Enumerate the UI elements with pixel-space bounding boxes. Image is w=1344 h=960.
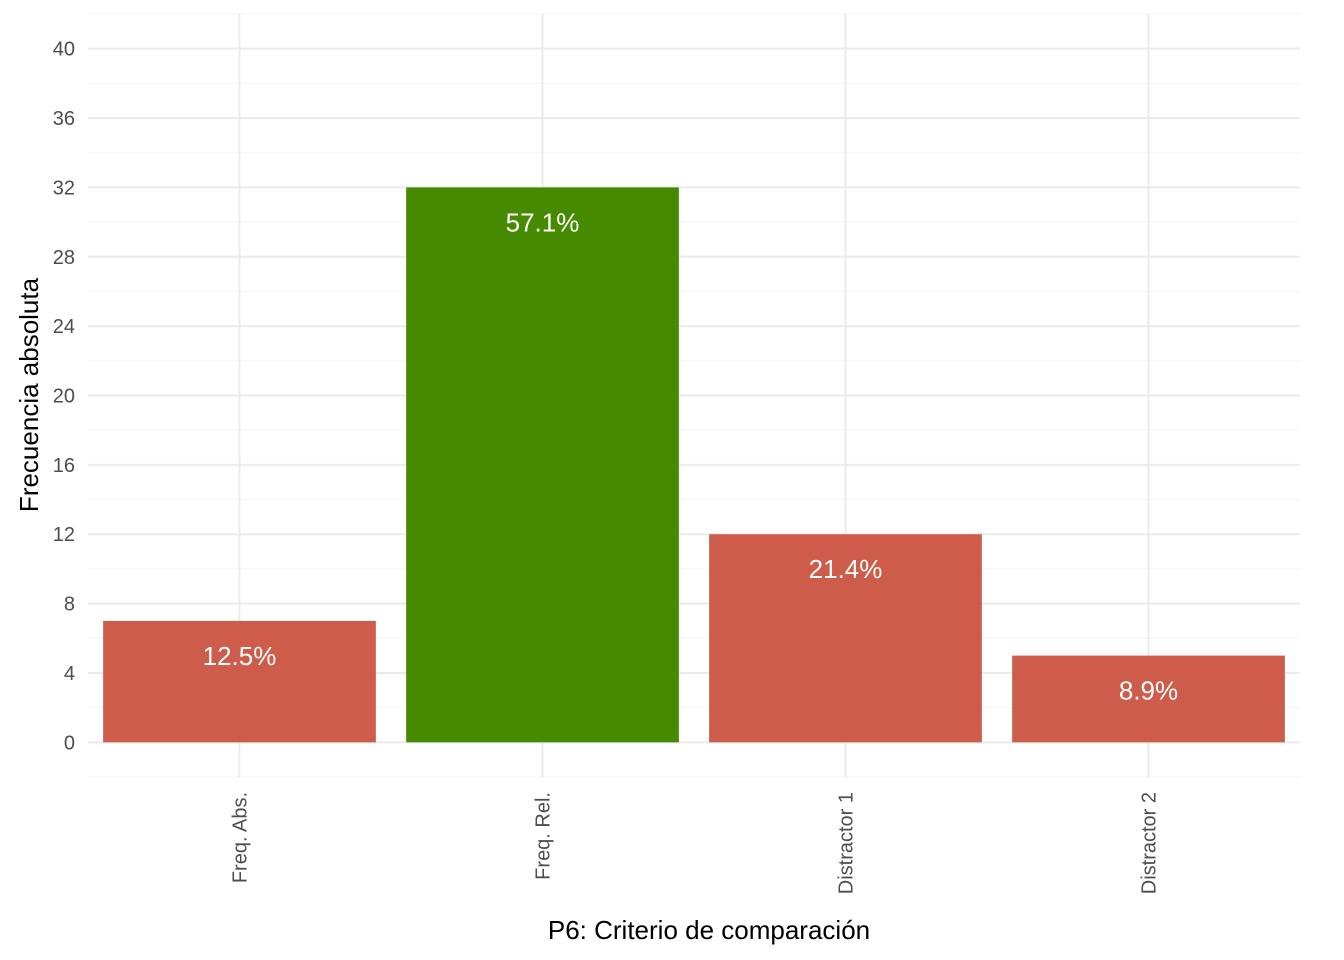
- x-tick-label: Distractor 2: [1139, 792, 1161, 894]
- y-tick-label: 36: [53, 108, 75, 130]
- bars-layer: [103, 187, 1285, 743]
- bar: [103, 620, 376, 743]
- y-tick-label: 28: [53, 247, 75, 269]
- y-axis-title: Frecuencia absoluta: [14, 277, 44, 512]
- bar: [1012, 655, 1285, 743]
- y-tick-label: 24: [53, 316, 75, 338]
- y-tick-label: 40: [53, 39, 75, 61]
- x-axis-ticks: Freq. Abs. Freq. Rel. Distractor 1 Distract…: [230, 792, 1161, 894]
- y-tick-label: 8: [64, 594, 75, 616]
- y-axis-ticks: 0 4 8 12 16 20 24 28 32 36 40: [53, 39, 75, 755]
- y-tick-label: 4: [64, 663, 75, 685]
- bar: [709, 534, 982, 743]
- y-tick-label: 20: [53, 386, 75, 408]
- y-tick-label: 16: [53, 455, 75, 477]
- x-axis-title: P6: Criterio de comparación: [548, 915, 870, 945]
- x-tick-label: Distractor 1: [836, 792, 858, 894]
- bar-value-label: 57.1%: [506, 207, 580, 237]
- y-tick-label: 0: [64, 732, 75, 754]
- bar-value-label: 8.9%: [1119, 676, 1178, 706]
- bar-value-label: 12.5%: [203, 641, 277, 671]
- y-tick-label: 32: [53, 177, 75, 199]
- bar-value-label: 21.4%: [809, 554, 883, 584]
- bar: [406, 187, 679, 743]
- bar-labels-layer: 12.5% 57.1% 21.4% 8.9%: [203, 207, 1179, 705]
- x-tick-label: Freq. Rel.: [533, 792, 555, 880]
- x-tick-label: Freq. Abs.: [230, 792, 252, 883]
- y-tick-label: 12: [53, 524, 75, 546]
